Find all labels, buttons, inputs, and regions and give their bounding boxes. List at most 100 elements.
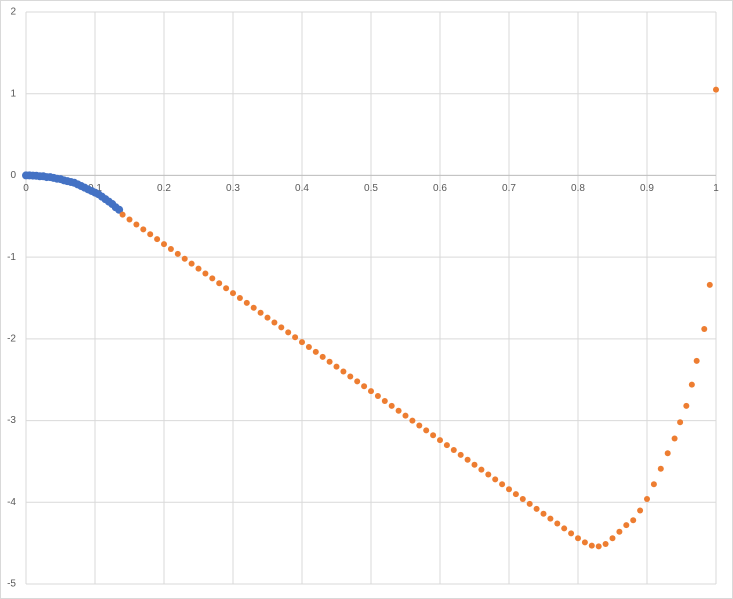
x-tick-label: 0.9: [640, 183, 654, 194]
point: [285, 329, 292, 336]
point: [126, 216, 133, 223]
point: [533, 505, 540, 512]
point: [368, 388, 374, 395]
x-tick-label: 1: [713, 183, 719, 194]
point: [167, 245, 174, 252]
point: [354, 378, 361, 385]
point: [637, 507, 644, 514]
point: [333, 363, 340, 370]
point: [257, 309, 264, 316]
point: [305, 344, 312, 351]
point: [299, 339, 305, 346]
point: [361, 383, 368, 390]
point: [133, 221, 140, 228]
point: [161, 241, 167, 248]
point: [512, 491, 519, 498]
y-tick-label: -4: [7, 497, 16, 508]
point: [416, 422, 423, 429]
y-tick-label: 1: [10, 88, 16, 99]
point: [561, 525, 568, 532]
point: [437, 437, 443, 444]
point: [409, 417, 416, 424]
x-tick-label: 0.4: [295, 183, 309, 194]
point: [154, 236, 161, 243]
point: [547, 515, 554, 522]
x-tick-label: 0.7: [502, 183, 516, 194]
point: [595, 543, 602, 550]
tick-labels: -5 -4 -3 -2 -1 0 1 2 0 0.1 0.2 0.3 0.4 0.5 0.6 0.7 0.8 0.…: [7, 7, 719, 590]
grid: [25, 11, 717, 585]
point: [347, 373, 354, 380]
point: [616, 528, 623, 535]
point: [464, 456, 471, 463]
point: [588, 542, 595, 549]
point: [499, 481, 506, 488]
point: [381, 397, 388, 404]
point: [430, 432, 437, 439]
point: [506, 486, 512, 493]
plot-marks: [22, 86, 719, 550]
point: [223, 285, 230, 292]
point: [395, 407, 402, 414]
point: [485, 471, 492, 478]
point: [443, 442, 450, 449]
point: [147, 231, 154, 238]
point: [657, 465, 664, 472]
point: [140, 226, 147, 233]
point: [264, 314, 271, 321]
point: [250, 304, 257, 311]
point: [540, 510, 547, 517]
point: [693, 357, 700, 364]
point: [374, 393, 381, 400]
point: [115, 205, 124, 214]
point: [236, 295, 243, 301]
x-tick-label: 0.8: [571, 183, 585, 194]
point: [677, 419, 684, 426]
point: [519, 496, 526, 503]
point: [402, 412, 409, 419]
point: [688, 381, 695, 388]
point: [478, 466, 485, 473]
point: [271, 319, 278, 326]
point: [554, 520, 561, 527]
y-tick-label: 2: [10, 7, 16, 18]
y-tick-label: -5: [7, 579, 16, 590]
point: [278, 324, 285, 331]
point: [119, 211, 126, 218]
point: [388, 402, 395, 409]
point: [340, 368, 347, 375]
x-tick-label: 0.6: [433, 183, 447, 194]
point: [423, 427, 430, 434]
point: [623, 522, 630, 529]
point: [581, 539, 588, 546]
y-tick-label: -2: [7, 333, 16, 344]
point: [683, 402, 690, 409]
x-tick-label: 0.2: [157, 183, 171, 194]
y-tick-label: -3: [7, 415, 16, 426]
point: [575, 535, 581, 542]
point: [181, 255, 188, 262]
point: [471, 461, 478, 468]
point: [174, 250, 181, 257]
x-tick-label: 0.1: [88, 183, 102, 194]
point: [602, 540, 609, 547]
point: [202, 270, 209, 277]
point: [195, 265, 202, 272]
point: [706, 281, 713, 288]
point: [568, 530, 575, 537]
point: [644, 496, 650, 503]
point: [292, 334, 299, 341]
point: [230, 290, 236, 297]
point: [492, 476, 499, 483]
point: [209, 275, 216, 282]
point: [671, 435, 678, 442]
point: [664, 450, 671, 457]
x-tick-label: 0.5: [364, 183, 378, 194]
y-tick-label: -1: [7, 252, 16, 263]
y-tick-label: 0: [10, 170, 16, 181]
point: [609, 535, 616, 542]
point: [188, 260, 195, 267]
point: [701, 326, 708, 333]
